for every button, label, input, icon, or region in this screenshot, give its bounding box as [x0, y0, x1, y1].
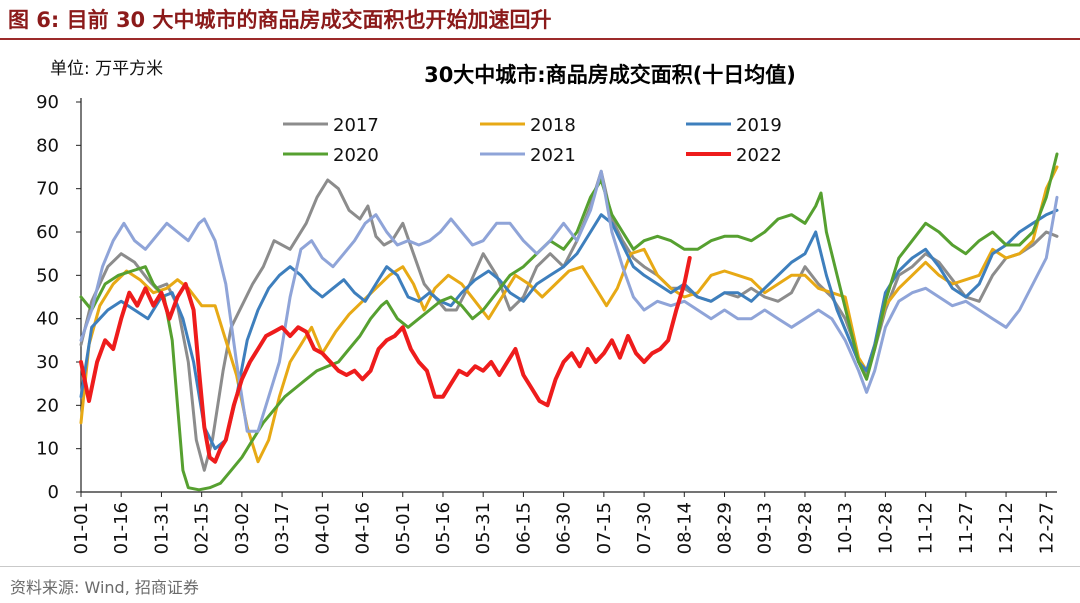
series-line-2019	[79, 208, 1059, 451]
legend-label-2022: 2022	[736, 145, 782, 166]
title-divider	[0, 38, 1080, 40]
y-tick-label: 10	[36, 439, 59, 460]
legend-label-2021: 2021	[530, 145, 576, 166]
y-tick-label: 50	[36, 265, 59, 286]
line-chart: 0 10 20 30 40 50 60 70 80 90 01-01 01-16 01-31 02-15 0…	[36, 92, 1059, 554]
x-tick-label: 06-30	[554, 502, 575, 554]
x-tick-label: 09-28	[795, 502, 816, 554]
y-tick-label: 70	[36, 179, 59, 200]
series-line-2022	[79, 256, 692, 464]
x-tick-label: 11-12	[916, 502, 937, 554]
x-tick-label: 12-12	[996, 502, 1017, 554]
chart-title: 30大中城市:商品房成交面积(十日均值)	[424, 63, 796, 87]
x-tick-label: 05-16	[433, 502, 454, 554]
y-tick-label: 40	[36, 309, 59, 330]
series-line-2018	[79, 165, 1059, 464]
y-tick-label: 80	[36, 135, 59, 156]
x-tick-label: 10-28	[875, 502, 896, 554]
y-tick-label: 20	[36, 395, 59, 416]
y-tick-label: 30	[36, 352, 59, 373]
x-tick-label: 03-02	[232, 502, 253, 554]
unit-label: 单位: 万平方米	[50, 59, 164, 79]
x-tick-label: 02-15	[192, 502, 213, 554]
x-tick-label: 06-15	[513, 502, 534, 554]
x-tick-label: 09-13	[755, 502, 776, 554]
figure-title: 图 6: 目前 30 大中城市的商品房成交面积也开始加速回升	[8, 8, 552, 32]
x-tick-label: 05-31	[473, 502, 494, 554]
x-tick-label: 04-16	[353, 502, 374, 554]
x-tick-label: 01-16	[111, 502, 132, 554]
legend: 2017 2018 2019 2020 2021 2022	[283, 115, 782, 166]
y-tick-label: 90	[36, 92, 59, 113]
x-tick-label: 12-27	[1036, 502, 1057, 554]
footer-divider	[0, 566, 1080, 567]
x-tick-label: 07-15	[594, 502, 615, 554]
x-tick-label: 05-01	[393, 502, 414, 554]
x-tick-label: 03-17	[272, 502, 293, 554]
x-tick-label: 08-29	[715, 502, 736, 554]
legend-label-2019: 2019	[736, 115, 782, 136]
x-tick-label: 07-30	[634, 502, 655, 554]
x-tick-label: 10-13	[835, 502, 856, 554]
x-tick-label: 11-27	[956, 502, 977, 554]
axes: 0 10 20 30 40 50 60 70 80 90 01-01 01-16 01-31 02-15 0…	[36, 92, 1057, 554]
legend-label-2020: 2020	[333, 145, 379, 166]
y-tick-label: 60	[36, 222, 59, 243]
x-tick-label: 04-01	[312, 502, 333, 554]
legend-label-2017: 2017	[333, 115, 379, 136]
y-tick-label: 0	[48, 482, 59, 503]
series-line-2021	[79, 169, 1059, 433]
x-tick-label: 01-31	[151, 502, 172, 554]
x-tick-label: 08-14	[674, 502, 695, 554]
x-tick-label: 01-01	[71, 502, 92, 554]
series-layer	[79, 152, 1059, 492]
legend-label-2018: 2018	[530, 115, 576, 136]
source-note: 资料来源: Wind, 招商证券	[10, 578, 199, 597]
